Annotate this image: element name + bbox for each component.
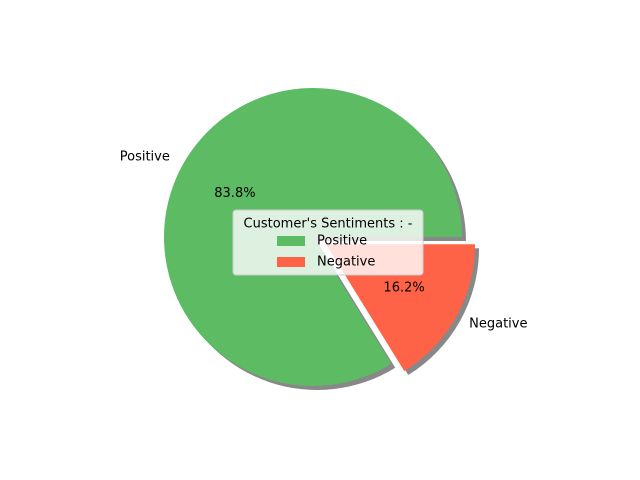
pie-percent-negative: 16.2% (383, 280, 424, 295)
legend-swatch-positive (277, 236, 305, 246)
legend: Customer's Sentiments : - Positive Negat… (232, 209, 424, 276)
legend-label-positive: Positive (317, 234, 367, 249)
legend-swatch-negative (277, 257, 305, 267)
pie-labels: Positive 83.8% Negative 16.2% (120, 150, 528, 332)
pie-slice-negative (326, 244, 476, 372)
legend-title: Customer's Sentiments : - (244, 217, 413, 232)
pie-percent-positive: 83.8% (214, 186, 255, 201)
pie-label-negative: Negative (469, 317, 527, 332)
pie-label-positive: Positive (120, 150, 170, 165)
legend-label-negative: Negative (317, 255, 375, 270)
